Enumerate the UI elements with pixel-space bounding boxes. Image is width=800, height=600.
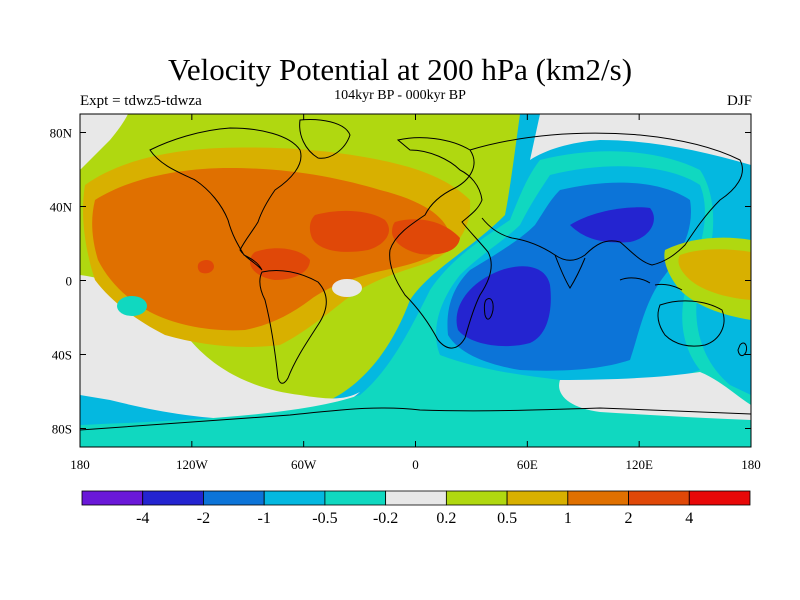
- colorbar-swatch: [81, 490, 144, 506]
- y-tick-label: 40S: [52, 348, 72, 363]
- field-redorange-mideast: [392, 219, 460, 255]
- x-tick-label: 60E: [517, 457, 538, 472]
- coast-madagascar: [483, 297, 494, 320]
- colorbar-swatch: [506, 490, 569, 506]
- colorbar-label: -4: [136, 510, 149, 527]
- coast-greenland: [299, 119, 351, 159]
- y-tick-label: 80N: [50, 126, 73, 141]
- colorbar-label: -0.2: [373, 510, 398, 527]
- field-redorange-caribbean: [250, 248, 310, 280]
- y-tick-label: 40N: [50, 200, 73, 215]
- colorbar: -4 -2 -1 -0.5 -0.2 0.2 0.5 1 2 4: [81, 490, 751, 527]
- colorbar-label: 1: [564, 510, 572, 527]
- x-tick-label: 120W: [176, 457, 209, 472]
- coast-new-zealand: [737, 342, 747, 357]
- colorbar-label: 0.5: [497, 510, 517, 527]
- colorbar-swatch: [688, 490, 751, 506]
- coast-asia: [469, 132, 743, 266]
- field-orange-westpacific: [678, 249, 751, 300]
- coast-australia: [657, 300, 725, 347]
- x-tick-label: 60W: [291, 457, 317, 472]
- colorbar-label: -0.5: [312, 510, 337, 527]
- colorbar-label: 4: [685, 510, 693, 527]
- y-tick-label: 0: [66, 274, 73, 289]
- field-grey-northwest: [80, 114, 128, 170]
- field-darkblue-indian: [456, 266, 551, 347]
- coast-south-america: [259, 269, 327, 384]
- colorbar-label: 2: [625, 510, 633, 527]
- coast-europe-africa: [389, 137, 492, 349]
- colorbar-swatch: [445, 490, 508, 506]
- colorbar-swatch: [567, 490, 629, 506]
- colorbar-label: -1: [258, 510, 271, 527]
- colorbar-swatch: [324, 490, 387, 506]
- x-tick-label: 180: [70, 457, 90, 472]
- colorbar-swatch: [203, 490, 265, 506]
- colorbar-swatch: [628, 490, 690, 506]
- colorbar-swatch: [263, 490, 326, 506]
- field-darkblue-asia: [570, 207, 654, 243]
- coast-india: [554, 254, 586, 289]
- plot-subtitle: 104kyr BP - 000kyr BP: [334, 88, 466, 103]
- colorbar-label: 0.2: [436, 510, 456, 527]
- field-grey-northeast: [530, 114, 751, 165]
- experiment-label: Expt = tdwz5-tdwza: [80, 93, 202, 109]
- coastlines: [80, 119, 751, 431]
- colorbar-swatch: [385, 490, 447, 506]
- x-tick-label: 0: [412, 457, 419, 472]
- coast-indonesia: [619, 277, 683, 291]
- field-redorange-pacific-spot: [197, 259, 214, 274]
- colorbar-swatch: [142, 490, 204, 506]
- coast-north-america: [149, 127, 302, 271]
- x-tick-label: 180: [741, 457, 761, 472]
- contour-field: [80, 114, 751, 447]
- season-label: DJF: [726, 93, 752, 109]
- plot-title: Velocity Potential at 200 hPa (km2/s): [167, 52, 633, 87]
- coast-antarctica: [80, 407, 751, 431]
- colorbar-label: -2: [197, 510, 210, 527]
- x-tick-label: 120E: [625, 457, 653, 472]
- field-teal-southpacific: [117, 296, 147, 316]
- field-redorange-atlantic: [309, 210, 389, 252]
- field-grey-brazil: [332, 279, 362, 297]
- y-tick-label: 80S: [52, 422, 72, 437]
- axis-ticks: 180 120W 60W 0 60E 120E 180 80N 40N 0 40S 80S: [50, 114, 761, 472]
